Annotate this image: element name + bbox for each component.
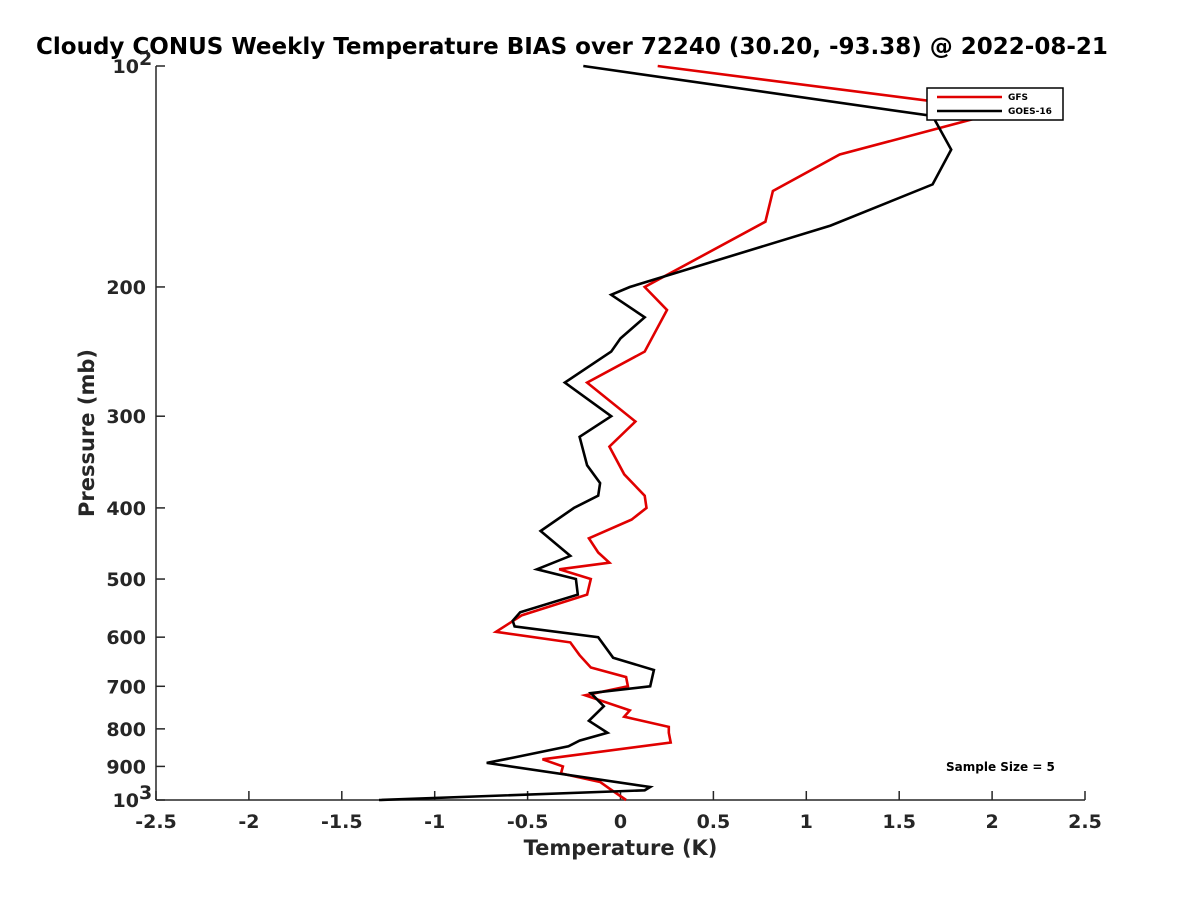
x-tick-label: -1.5 [321,811,363,833]
x-tick-label: 2 [985,811,998,833]
x-tick-label: -1 [424,811,445,833]
series-line-goes-16 [378,64,953,802]
y-tick-label: 800 [106,719,146,741]
y-axis-label: Pressure (mb) [75,349,99,517]
y-tick-label: 300 [106,406,146,428]
x-tick-label: 1 [800,811,813,833]
y-tick-label: 600 [106,627,146,649]
legend-box [926,87,1064,121]
series-line-gfs [492,64,1006,802]
y-tick-label: 500 [106,569,146,591]
x-tick-label: -0.5 [507,811,549,833]
x-tick-label: 0.5 [697,811,731,833]
x-tick-label: -2 [238,811,259,833]
x-tick-label: 0 [614,811,627,833]
x-tick-label: -2.5 [135,811,177,833]
x-tick-label: 1.5 [882,811,916,833]
sample-size-annotation: Sample Size = 5 [946,760,1055,774]
legend-label: GOES-16 [1008,107,1052,117]
x-ticks: -2.5 -2 -1.5 -1 -0.5 0 0.5 1 1.5 2 2.5 [135,791,1102,833]
y-tick-label: 200 [106,277,146,299]
legend: GFS GOES-16 [926,87,1064,121]
series-goes-16 [378,64,953,802]
y-tick-label: 10 [113,56,139,78]
series-gfs [492,64,1006,802]
y-tick-label: 900 [106,756,146,778]
data-series [378,64,1006,802]
x-axis-label: Temperature (K) [524,836,718,860]
chart-title: Cloudy CONUS Weekly Temperature BIAS ove… [36,34,1108,60]
y-tick-label: 400 [106,498,146,520]
y-tick-label: 10 [113,790,139,812]
y-tick-label: 700 [106,676,146,698]
y-tick-exponent: 3 [139,782,152,804]
x-tick-label: 2.5 [1068,811,1102,833]
y-tick-exponent: 2 [139,48,152,70]
legend-label: GFS [1008,93,1028,103]
